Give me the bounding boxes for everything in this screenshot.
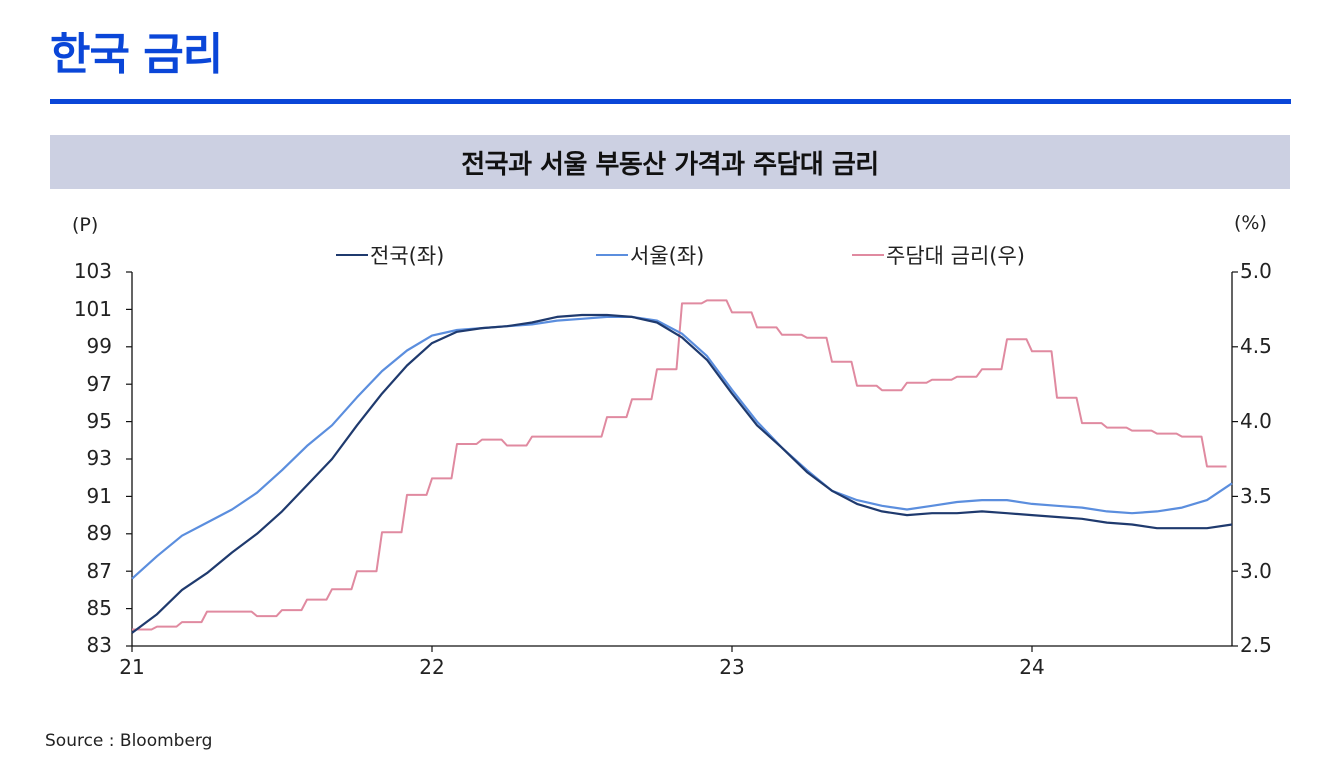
right-axis-unit: (%) <box>1234 212 1267 234</box>
y-left-tick: 89 <box>86 521 112 545</box>
x-tick: 24 <box>1019 655 1045 679</box>
series-seoul-line <box>131 315 1233 580</box>
x-tick: 21 <box>119 655 145 679</box>
legend-label-seoul: 서울(좌) <box>630 244 705 268</box>
y-left-tick: 97 <box>86 372 112 396</box>
y-right-tick: 4.0 <box>1240 409 1272 433</box>
y-left-tick: 83 <box>86 633 112 657</box>
source-note: Source : Bloomberg <box>45 731 213 751</box>
legend-label-national: 전국(좌) <box>370 244 445 268</box>
page-title: 한국 금리 <box>50 29 223 80</box>
left-axis-unit: (P) <box>72 214 99 236</box>
legend-item-national: 전국(좌) <box>336 240 444 270</box>
x-tick: 22 <box>419 655 445 679</box>
legend-label-mortgage-rate: 주담대 금리(우) <box>886 244 1025 268</box>
y-left-tick: 103 <box>73 259 112 283</box>
legend-swatch-mortgage-rate <box>852 254 884 256</box>
y-right-tick: 2.5 <box>1240 633 1272 657</box>
legend-item-mortgage-rate: 주담대 금리(우) <box>852 240 1025 270</box>
legend-swatch-seoul <box>596 254 628 256</box>
y-left-tick: 101 <box>73 297 112 321</box>
y-left-tick: 87 <box>86 559 112 583</box>
chart-title-banner: 전국과 서울 부동산 가격과 주담대 금리 <box>50 135 1290 189</box>
title-divider <box>50 99 1291 104</box>
y-left-tick: 95 <box>86 409 112 433</box>
series-national-line <box>131 313 1233 634</box>
y-right-tick: 3.5 <box>1240 484 1272 508</box>
y-left-tick: 99 <box>86 334 112 358</box>
series-mortgage-rate-line <box>132 299 1227 631</box>
axes-lines <box>131 272 1233 647</box>
y-right-tick: 3.0 <box>1240 559 1272 583</box>
chart-title: 전국과 서울 부동산 가격과 주담대 금리 <box>461 149 879 180</box>
axis-ticks <box>126 271 1238 652</box>
y-right-tick: 5.0 <box>1240 259 1272 283</box>
y-left-tick: 93 <box>86 446 112 470</box>
legend-swatch-national <box>336 254 368 256</box>
x-tick: 23 <box>719 655 745 679</box>
y-right-tick: 4.5 <box>1240 334 1272 358</box>
legend-item-seoul: 서울(좌) <box>596 240 704 270</box>
y-left-tick: 91 <box>86 484 112 508</box>
y-left-tick: 85 <box>86 596 112 620</box>
